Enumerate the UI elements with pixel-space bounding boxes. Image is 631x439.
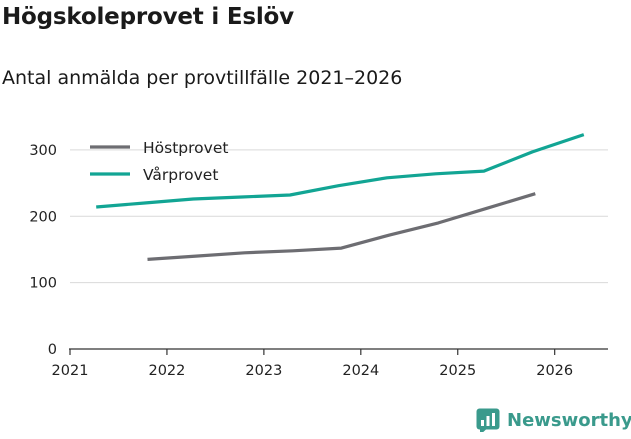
data-point — [432, 171, 438, 177]
x-tick-label: 2025 — [439, 363, 476, 379]
data-point — [93, 204, 99, 210]
data-point — [338, 245, 344, 251]
legend-label: Höstprovet — [143, 139, 228, 157]
x-tick-label: 2026 — [536, 363, 573, 379]
data-point — [190, 196, 196, 202]
data-point — [387, 232, 393, 238]
data-point — [336, 183, 342, 189]
data-point — [142, 200, 148, 206]
series-line-hostprovet — [147, 192, 536, 261]
chart-title: Högskoleprovet i Eslöv — [2, 4, 294, 30]
legend: Höstprovet Vårprovet — [90, 139, 228, 184]
y-tick-label: 0 — [48, 342, 57, 358]
data-point — [484, 205, 490, 211]
data-point — [145, 256, 151, 262]
legend-label: Vårprovet — [143, 166, 218, 184]
data-point — [287, 192, 293, 198]
gridlines — [70, 149, 608, 284]
x-tick-label: 2022 — [148, 363, 185, 379]
y-tick-label: 300 — [29, 143, 57, 159]
brand-logo: Newsworthy — [476, 408, 631, 432]
series-lines — [93, 132, 587, 262]
data-point — [384, 175, 390, 181]
y-tick-label: 100 — [29, 276, 57, 292]
y-tick-label: 200 — [29, 209, 57, 225]
x-tick-label: 2023 — [245, 363, 282, 379]
data-point — [532, 191, 538, 197]
data-point — [239, 194, 245, 200]
x-tick-label: 2024 — [342, 363, 379, 379]
brand-name: Newsworthy — [507, 409, 631, 431]
data-point — [481, 168, 487, 174]
data-point — [290, 248, 296, 254]
data-point — [241, 250, 247, 256]
series-line-varprovet — [96, 133, 585, 209]
chart-subtitle: Antal anmälda per provtillfälle 2021–202… — [2, 67, 403, 89]
data-point — [581, 132, 587, 138]
data-point — [529, 149, 535, 155]
data-point — [435, 220, 441, 226]
x-tick-label: 2021 — [52, 363, 89, 379]
newsworthy-logo-icon — [476, 408, 500, 432]
y-axis: 0 100 200 300 — [29, 143, 57, 358]
x-axis: 2021 2022 2023 2024 2025 2026 — [52, 348, 608, 379]
data-point — [193, 253, 199, 259]
